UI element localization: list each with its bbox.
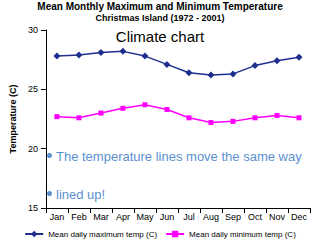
svg-text:Mean daily minimum temp (C): Mean daily minimum temp (C) xyxy=(189,230,296,239)
svg-text:The temperature lines move the: The temperature lines move the same way xyxy=(56,149,302,164)
svg-text:Mar: Mar xyxy=(93,212,109,222)
svg-text:Feb: Feb xyxy=(71,212,87,222)
svg-text:Jun: Jun xyxy=(160,212,175,222)
svg-text:Mean Monthly Maximum and Minim: Mean Monthly Maximum and Minimum Tempera… xyxy=(37,1,283,12)
svg-text:Aug: Aug xyxy=(203,212,219,222)
svg-text:May: May xyxy=(136,212,154,222)
svg-text:Jul: Jul xyxy=(183,212,195,222)
svg-text:Nov: Nov xyxy=(269,212,286,222)
svg-text:lined up!: lined up! xyxy=(56,187,105,202)
svg-text:Oct: Oct xyxy=(248,212,263,222)
svg-text:Temperature (C): Temperature (C) xyxy=(8,85,18,154)
svg-text:Climate chart: Climate chart xyxy=(116,28,205,45)
svg-text:30: 30 xyxy=(28,25,38,35)
svg-text:25: 25 xyxy=(28,84,38,94)
svg-text:Jan: Jan xyxy=(50,212,65,222)
svg-text:Dec: Dec xyxy=(291,212,308,222)
svg-text:Mean daily maximum temp (C): Mean daily maximum temp (C) xyxy=(48,230,157,239)
svg-text:Christmas Island (1972 - 2001): Christmas Island (1972 - 2001) xyxy=(95,13,224,23)
svg-text:Apr: Apr xyxy=(116,212,130,222)
svg-text:20: 20 xyxy=(28,144,38,154)
svg-text:Sep: Sep xyxy=(225,212,241,222)
svg-text:15: 15 xyxy=(28,203,38,213)
